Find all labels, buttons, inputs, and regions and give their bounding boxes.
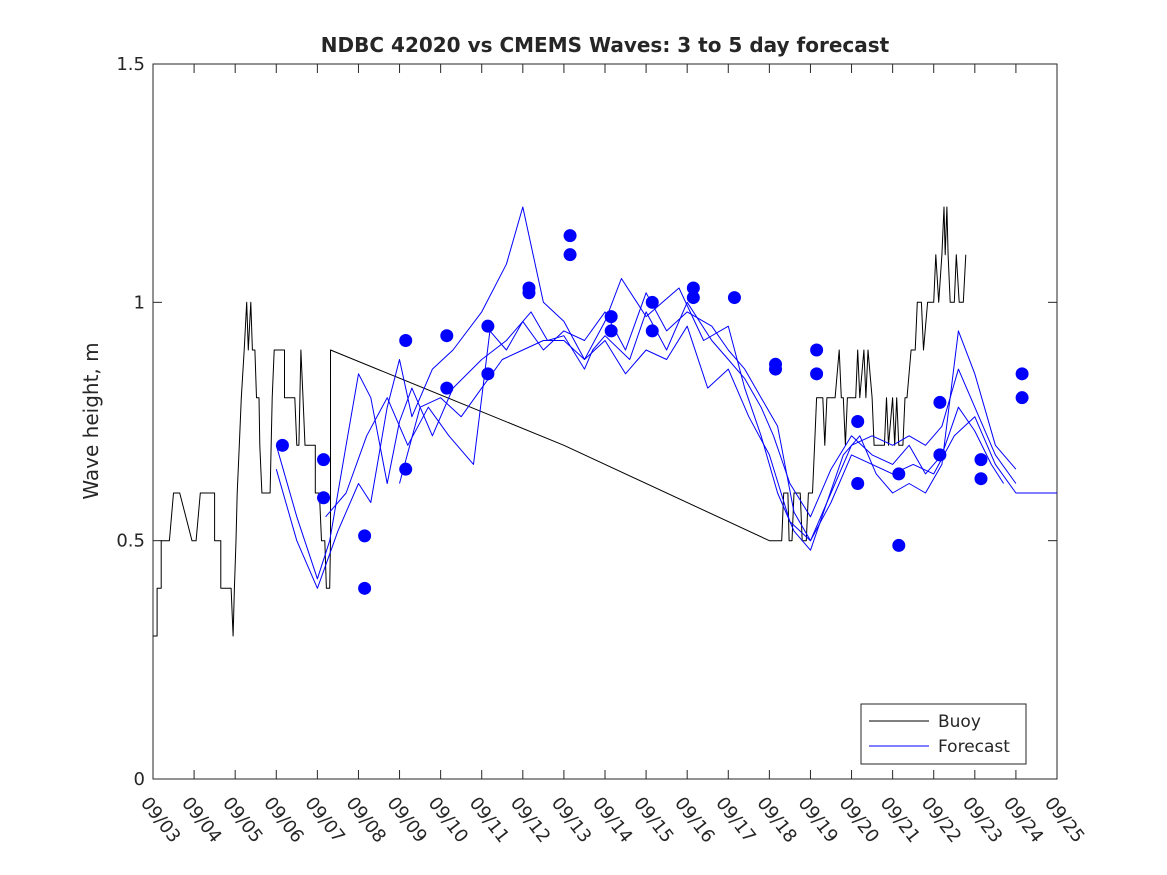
- y-tick-label: 1: [134, 292, 145, 313]
- forecast-point: [522, 286, 536, 300]
- forecast-point: [769, 362, 783, 376]
- plot-area: [152, 63, 1058, 780]
- forecast-series-line: [325, 292, 1017, 542]
- forecast-series-line: [275, 301, 1005, 580]
- forecast-point: [892, 467, 906, 481]
- forecast-point: [317, 491, 331, 505]
- forecast-series-line: [275, 206, 1017, 589]
- chart-title: NDBC 42020 vs CMEMS Waves: 3 to 5 day fo…: [321, 33, 890, 57]
- forecast-point: [645, 295, 659, 309]
- forecast-point: [645, 324, 659, 338]
- forecast-point: [481, 367, 495, 381]
- forecast-point: [686, 291, 700, 305]
- y-axis: 0 0.5 1 1.5: [116, 54, 1057, 790]
- forecast-point: [810, 367, 824, 381]
- forecast-point: [563, 248, 577, 262]
- forecast-point: [358, 581, 372, 595]
- forecast-point: [810, 343, 824, 357]
- forecast-point: [1015, 367, 1029, 381]
- series-layer: [153, 206, 1057, 637]
- forecast-point: [563, 229, 577, 243]
- legend-box: [860, 703, 1027, 765]
- forecast-point: [317, 453, 331, 467]
- legend-label-buoy: Buoy: [938, 712, 981, 732]
- legend-label-forecast: Forecast: [938, 737, 1010, 757]
- forecast-point: [358, 529, 372, 543]
- forecast-point: [440, 329, 454, 343]
- y-tick-label: 1.5: [116, 54, 145, 75]
- forecast-point: [1015, 391, 1029, 405]
- forecast-markers: [275, 229, 1029, 595]
- forecast-point: [974, 472, 988, 486]
- y-tick-label: 0: [134, 769, 145, 790]
- forecast-point: [399, 333, 413, 347]
- buoy-series-line: [153, 206, 967, 637]
- forecast-point: [686, 281, 700, 295]
- forecast-point: [481, 319, 495, 333]
- forecast-point: [933, 448, 947, 462]
- forecast-point: [851, 476, 865, 490]
- forecast-point: [399, 462, 413, 476]
- legend: Buoy Forecast: [860, 703, 1027, 765]
- y-tick-label: 0.5: [116, 531, 145, 552]
- y-axis-label: Wave height, m: [79, 342, 103, 499]
- forecast-point: [275, 438, 289, 452]
- forecast-series-line: [399, 325, 1057, 542]
- forecast-point: [933, 395, 947, 409]
- forecast-point: [892, 538, 906, 552]
- forecast-point: [974, 453, 988, 467]
- forecast-point: [440, 381, 454, 395]
- forecast-point: [604, 310, 618, 324]
- forecast-point: [604, 324, 618, 338]
- forecast-point: [851, 415, 865, 428]
- forecast-point: [727, 291, 741, 305]
